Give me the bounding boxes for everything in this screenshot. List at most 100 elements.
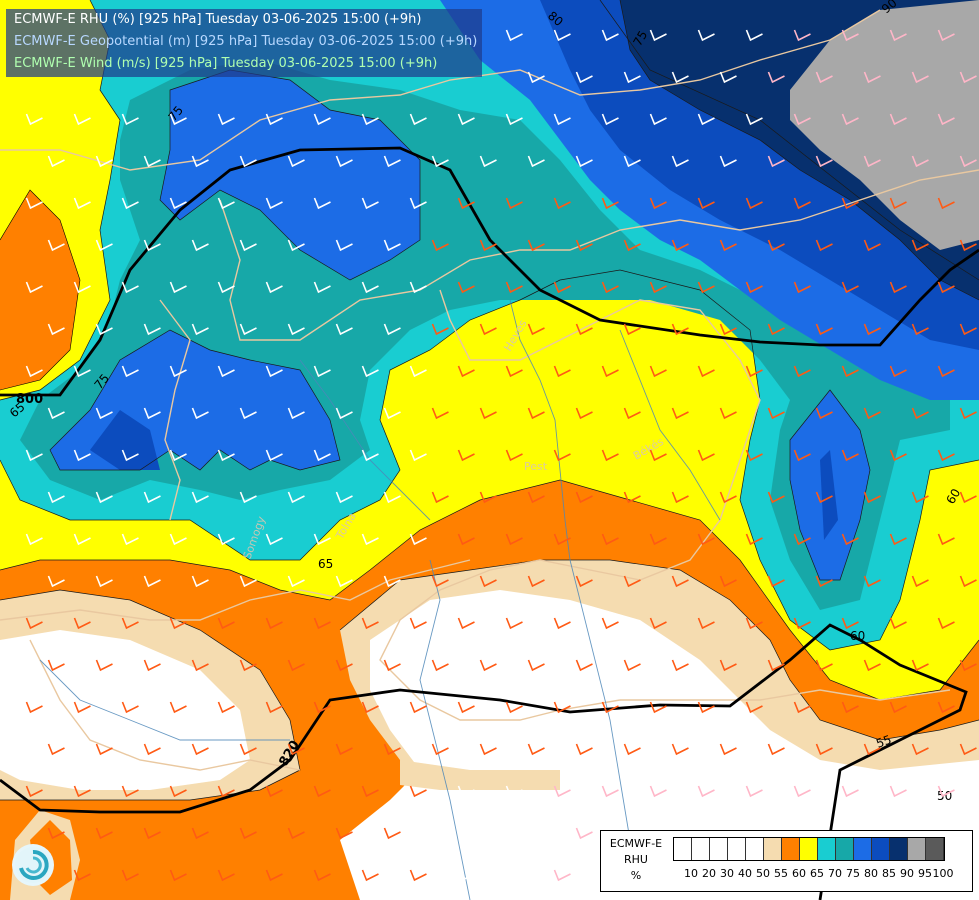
wind-barb (239, 743, 257, 756)
wind-barb (73, 449, 91, 462)
rhu-area-south-white-center (340, 590, 979, 900)
wind-barb (505, 365, 523, 378)
wind-barb (745, 281, 763, 294)
wind-barb (383, 575, 401, 588)
wind-barb (313, 533, 331, 546)
wind-barb (409, 365, 427, 378)
wind-barb (361, 449, 379, 462)
wind-barb (505, 449, 523, 462)
wind-barb (649, 701, 667, 714)
wind-barb (937, 449, 955, 462)
wind-barb (889, 365, 907, 378)
wind-barb (671, 239, 689, 252)
wind-barb (313, 785, 331, 798)
wind-barb (335, 491, 353, 504)
wind-barb (815, 491, 833, 504)
wind-barb (911, 659, 929, 672)
wind-barb (265, 533, 283, 546)
wind-barb (815, 71, 833, 84)
wind-barb (287, 155, 305, 168)
legend-color-scale (673, 837, 945, 861)
wind-barb (73, 617, 91, 630)
wind-barb (623, 407, 641, 420)
wind-barb (767, 407, 785, 420)
wind-barb (335, 239, 353, 252)
wind-barb (265, 197, 283, 210)
wind-barb (287, 239, 305, 252)
wind-barb (575, 575, 593, 588)
wind-barb (671, 155, 689, 168)
wind-barb (575, 491, 593, 504)
wind-barb (719, 407, 737, 420)
wind-barb (863, 155, 881, 168)
legend-swatch (692, 838, 710, 860)
wind-barb (47, 323, 65, 336)
wind-barb (239, 575, 257, 588)
wind-barb (143, 827, 161, 840)
wind-barb (239, 491, 257, 504)
wind-barb (745, 449, 763, 462)
rhu-area-90-95-northeast (790, 0, 979, 250)
wind-barb (937, 365, 955, 378)
wind-barb (671, 659, 689, 672)
wind-barb (841, 281, 859, 294)
rhu-area-west-yellow-edge (0, 189, 81, 391)
wind-barb (505, 197, 523, 210)
wind-barb (169, 785, 187, 798)
wind-barb (553, 113, 571, 126)
wind-barb (73, 281, 91, 294)
wind-barb (431, 155, 449, 168)
legend-title-unit: % (630, 869, 642, 882)
wind-barb (863, 239, 881, 252)
wind-barb (191, 155, 209, 168)
wind-barb (95, 407, 113, 420)
wind-barb (313, 281, 331, 294)
wind-barb (265, 869, 283, 882)
map-title-panel: ECMWF-E RHU (%) [925 hPa] Tuesday 03-06-… (6, 9, 482, 77)
wind-barb (745, 617, 763, 630)
wind-barb (889, 533, 907, 546)
wind-barb (169, 365, 187, 378)
legend-tick-label: 20 (702, 867, 716, 880)
wind-barb (239, 827, 257, 840)
wind-barb (745, 197, 763, 210)
wind-barb (889, 197, 907, 210)
wind-barb (25, 785, 43, 798)
legend-title-model: ECMWF-E (609, 837, 663, 850)
wind-barb (217, 785, 235, 798)
wind-barb (143, 575, 161, 588)
wind-barb (431, 407, 449, 420)
wind-barb (25, 281, 43, 294)
wind-barb (505, 533, 523, 546)
wind-barb (649, 197, 667, 210)
wind-barb (361, 533, 379, 546)
wind-barb (73, 869, 91, 882)
wind-barb (767, 71, 785, 84)
wind-barb (479, 743, 497, 756)
wind-barb (841, 197, 859, 210)
wind-barb (191, 575, 209, 588)
wind-barb (383, 827, 401, 840)
wind-barb (841, 449, 859, 462)
legend-tick-label: 90 (900, 867, 914, 880)
legend-swatch (782, 838, 800, 860)
wind-barb (649, 785, 667, 798)
wind-barb (793, 701, 811, 714)
wind-barb (527, 827, 545, 840)
wind-barb (25, 617, 43, 630)
wind-barb (431, 491, 449, 504)
wind-barb (47, 407, 65, 420)
wind-barb (863, 575, 881, 588)
legend-tick-label: 65 (810, 867, 824, 880)
legend-swatch (872, 838, 890, 860)
rhu-legend: ECMWF-E RHU % 10 20 30 40 50 55 60 65 70 75 80 85 90… (600, 830, 973, 892)
wind-barb (649, 113, 667, 126)
wind-barb (671, 575, 689, 588)
wind-barb (505, 29, 523, 42)
wind-barb (217, 281, 235, 294)
wind-barb (959, 491, 977, 504)
wind-barb (671, 323, 689, 336)
wind-barb (889, 785, 907, 798)
wind-barb (409, 869, 427, 882)
